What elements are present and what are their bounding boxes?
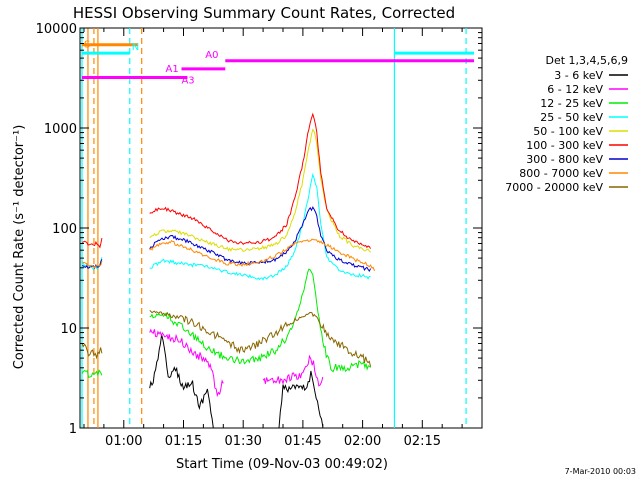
legend-label: 3 - 6 keV bbox=[554, 69, 603, 82]
series-12-25-kev bbox=[149, 268, 371, 373]
legend-label: 25 - 50 keV bbox=[540, 111, 603, 124]
legend-label: 100 - 300 keV bbox=[526, 139, 603, 152]
series-100-300-kev bbox=[149, 112, 372, 249]
x-tick-label: 02:00 bbox=[344, 434, 381, 449]
legend-label: 12 - 25 keV bbox=[540, 97, 603, 110]
series-300-800-kev bbox=[81, 259, 103, 270]
series-7000-20000-kev bbox=[81, 343, 103, 360]
state-bar-label: A1 bbox=[165, 64, 178, 75]
state-bar-label: A3 bbox=[181, 75, 194, 86]
y-tick-label: 1 bbox=[69, 422, 77, 437]
legend-label: 6 - 12 keV bbox=[547, 83, 603, 96]
y-tick-label: 1000 bbox=[44, 122, 77, 137]
footer-timestamp: 7-Mar-2010 00:03 bbox=[565, 467, 636, 476]
series-6-12-kev bbox=[149, 328, 224, 398]
vertical-markers bbox=[81, 28, 467, 428]
axes: 1 10 100 1000 10000 01:00 01:15 01:30 01:45 02:00… bbox=[36, 22, 482, 449]
y-tick-label: 100 bbox=[52, 222, 77, 237]
series-6-12-kev bbox=[262, 354, 324, 387]
state-bar-label: N bbox=[132, 42, 139, 53]
x-tick-label: 01:45 bbox=[284, 434, 321, 449]
series-800-7000-kev bbox=[149, 238, 375, 272]
legend-label: 800 - 7000 keV bbox=[519, 167, 603, 180]
plot-border bbox=[79, 27, 483, 429]
y-tick-label: 10 bbox=[60, 322, 77, 337]
legend-title: Det 1,3,4,5,6,9 bbox=[545, 54, 628, 67]
series-50-100-kev bbox=[149, 128, 371, 253]
series-3-6-kev bbox=[149, 334, 214, 429]
legend-label: 50 - 100 keV bbox=[533, 125, 603, 138]
x-tick-label: 01:00 bbox=[105, 434, 142, 449]
series-3-6-kev bbox=[278, 370, 324, 429]
series-800-7000-kev bbox=[81, 260, 103, 269]
state-bar-label: A0 bbox=[205, 50, 218, 61]
series-7000-20000-kev bbox=[149, 310, 372, 367]
x-tick-label: 01:15 bbox=[165, 434, 202, 449]
state-bar-label: S bbox=[84, 40, 90, 51]
y-tick-label: 10000 bbox=[36, 22, 77, 37]
series-25-50-kev bbox=[149, 172, 371, 281]
x-tick-label: 02:15 bbox=[404, 434, 441, 449]
legend-label: 7000 - 20000 keV bbox=[505, 181, 603, 194]
series-100-300-kev bbox=[81, 238, 103, 249]
plot-frame bbox=[79, 27, 483, 429]
legend-label: 300 - 800 keV bbox=[526, 153, 603, 166]
series-12-25-kev bbox=[81, 369, 103, 379]
series-lines bbox=[81, 112, 375, 429]
x-axis-label: Start Time (09-Nov-03 00:49:02) bbox=[176, 457, 388, 472]
x-tick-label: 01:30 bbox=[224, 434, 261, 449]
y-axis-label: Corrected Count Rate (s⁻¹ detector⁻¹) bbox=[12, 125, 27, 370]
chart-title: HESSI Observing Summary Count Rates, Cor… bbox=[73, 4, 455, 22]
